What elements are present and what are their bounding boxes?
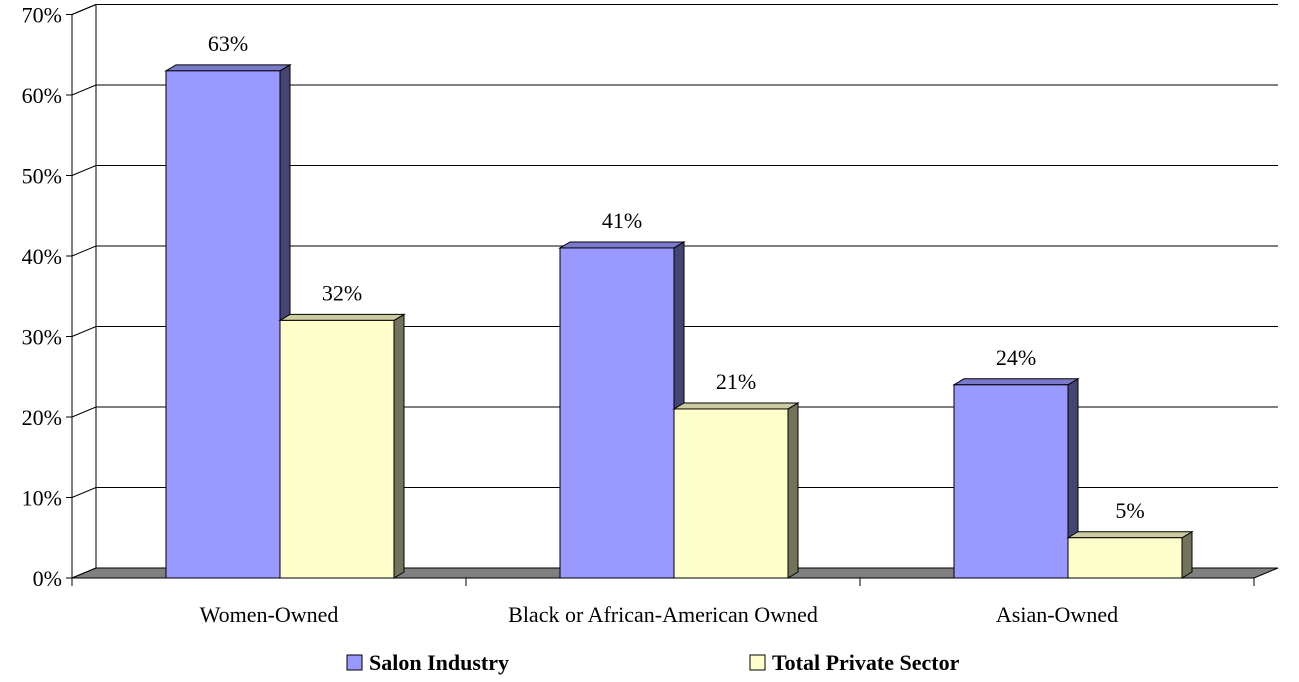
bar-top — [164, 64, 292, 72]
data-label: 24% — [996, 345, 1036, 370]
data-label: 21% — [716, 369, 756, 394]
bar — [279, 319, 395, 579]
bar — [673, 408, 789, 579]
gridline — [71, 326, 1278, 337]
gridline — [71, 84, 1278, 96]
legend-swatch — [749, 654, 766, 671]
bar-top — [558, 241, 686, 249]
bar-top — [278, 313, 406, 321]
gridline — [71, 245, 1278, 257]
y-tick-label: 60% — [22, 83, 62, 108]
gridline — [71, 487, 1278, 498]
gridline — [71, 406, 1278, 418]
y-tick-label: 40% — [22, 244, 62, 269]
bar-side — [787, 402, 799, 579]
bar-side — [1181, 530, 1193, 579]
bar — [1067, 537, 1183, 579]
bar-top — [1066, 531, 1194, 539]
bar — [559, 247, 675, 579]
bar — [165, 70, 281, 579]
y-tick-label: 20% — [22, 405, 62, 430]
bar-side — [393, 313, 405, 579]
x-tick-label: Black or African-American Owned — [508, 602, 818, 627]
gridline — [71, 165, 1278, 176]
legend-label: Salon Industry — [369, 650, 509, 675]
x-tick-label: Asian-Owned — [996, 602, 1118, 627]
data-label: 41% — [602, 208, 642, 233]
y-tick-label: 70% — [22, 3, 62, 28]
data-label: 5% — [1115, 498, 1144, 523]
y-tick-label: 10% — [22, 486, 62, 511]
x-tick-label: Women-Owned — [200, 602, 339, 627]
bar — [953, 384, 1069, 579]
data-label: 32% — [322, 280, 362, 305]
bar-top — [672, 402, 800, 410]
y-tick-label: 30% — [22, 325, 62, 350]
y-tick-label: 50% — [22, 164, 62, 189]
gridline — [71, 4, 1278, 15]
legend-swatch — [346, 654, 363, 671]
y-tick-label: 0% — [33, 566, 62, 591]
bar-top — [952, 378, 1080, 386]
data-label: 63% — [208, 31, 248, 56]
legend-label: Total Private Sector — [772, 650, 960, 675]
